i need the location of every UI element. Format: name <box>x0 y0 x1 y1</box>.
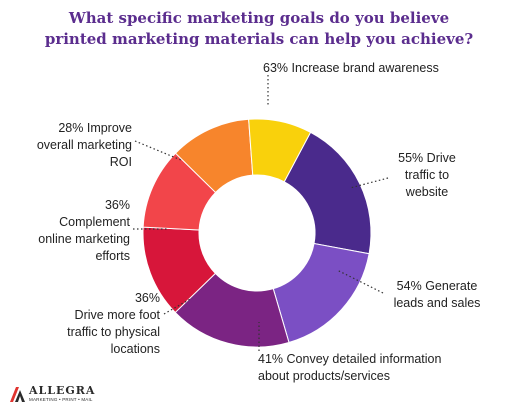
chart-title: What specific marketing goals do you bel… <box>0 8 518 50</box>
allegra-mark-icon <box>10 387 25 402</box>
allegra-logo: ALLEGRA MARKETING • PRINT • MAIL <box>8 384 94 409</box>
leader-line-website-traffic <box>349 177 389 189</box>
slice-label-complement-online-text-3: efforts <box>95 249 130 263</box>
leader-line-marketing-roi <box>134 140 182 161</box>
slice-label-website-traffic-text-3: website <box>405 185 449 199</box>
slice-label-leads-sales-text-1: Generate <box>425 279 478 293</box>
slice-label-marketing-roi-text-3: ROI <box>109 155 132 169</box>
donut-slices <box>142 118 372 348</box>
slice-label-foot-traffic-text-2: traffic to physical <box>67 325 160 339</box>
slice-label-leads-sales-percent: 54% <box>396 279 422 293</box>
slice-label-complement-online: 36% Complement online marketing efforts <box>38 197 130 265</box>
slice-label-foot-traffic-percent: 36% <box>134 291 160 305</box>
donut-slice-marketing-roi <box>248 118 312 183</box>
slice-label-foot-traffic-text-3: locations <box>110 342 160 356</box>
slice-label-detailed-info-percent: 41% <box>258 352 284 366</box>
slice-label-website-traffic-percent: 55% <box>398 151 424 165</box>
leader-line-leads-sales <box>336 269 384 294</box>
slice-label-website-traffic-text-2: traffic to <box>404 168 450 182</box>
slice-label-website-traffic: 55% Drive traffic to website <box>389 150 465 201</box>
leader-line-foot-traffic <box>163 297 193 315</box>
slice-label-brand-awareness-text: Increase brand awareness <box>291 61 439 75</box>
slice-label-marketing-roi: 28% Improve overall marketing ROI <box>37 120 132 171</box>
slice-label-brand-awareness: 63% Increase brand awareness <box>263 60 439 77</box>
slice-label-foot-traffic-text-1: Drive more foot <box>74 308 160 322</box>
donut-slice-brand-awareness <box>283 131 372 255</box>
slice-label-detailed-info-text-2: about products/services <box>258 369 391 383</box>
logo-name: ALLEGRA <box>29 384 96 397</box>
slice-label-leads-sales-text-2: leads and sales <box>393 296 481 310</box>
logo-tagline: MARKETING • PRINT • MAIL <box>29 397 93 402</box>
leader-lines <box>133 75 389 351</box>
slice-label-complement-online-text-1: Complement <box>59 215 130 229</box>
slice-label-complement-online-percent: 36% <box>104 198 130 212</box>
slice-label-website-traffic-text-1: Drive <box>426 151 456 165</box>
slice-label-detailed-info-text-1: Convey detailed information <box>286 352 442 366</box>
slice-label-marketing-roi-text-2: overall marketing <box>36 138 132 152</box>
slice-label-detailed-info: 41% Convey detailed information about pr… <box>258 351 441 385</box>
chart-title-line-1: What specific marketing goals do you bel… <box>68 9 450 27</box>
donut-slice-website-traffic <box>272 242 370 344</box>
slice-label-marketing-roi-text-1: Improve <box>86 121 132 135</box>
chart-title-line-2: printed marketing materials can help you… <box>44 30 474 48</box>
slice-label-brand-awareness-percent: 63% <box>263 61 289 75</box>
slice-label-foot-traffic: 36% Drive more foot traffic to physical … <box>67 290 160 358</box>
slice-label-marketing-roi-percent: 28% <box>58 121 84 135</box>
slice-label-leads-sales: 54% Generate leads and sales <box>387 278 487 312</box>
slice-label-complement-online-text-2: online marketing <box>38 232 130 246</box>
